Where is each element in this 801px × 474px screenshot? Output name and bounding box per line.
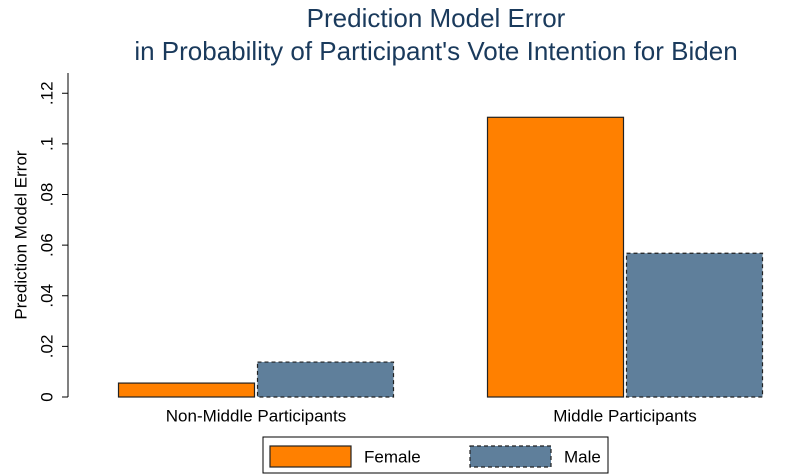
y-tick-label: .06: [37, 233, 56, 257]
x-tick-label: Middle Participants: [553, 406, 697, 425]
legend-label: Male: [564, 447, 601, 466]
legend-label: Female: [364, 447, 421, 466]
y-tick-label: .12: [37, 81, 56, 105]
bar: [256, 361, 395, 398]
y-tick-label: .02: [37, 335, 56, 359]
chart-title: Prediction Model Error: [307, 3, 566, 33]
legend-swatch: [269, 445, 352, 468]
x-tick-label: Non-Middle Participants: [166, 406, 346, 425]
y-axis-label: Prediction Model Error: [11, 150, 30, 319]
y-tick-label: .1: [37, 137, 56, 151]
bar: [625, 252, 764, 398]
y-tick-label: .08: [37, 183, 56, 207]
bar: [486, 116, 625, 398]
legend-swatch: [469, 445, 552, 468]
bar: [117, 382, 256, 398]
chart-title: in Probability of Participant's Vote Int…: [134, 36, 737, 66]
y-tick-label: 0: [37, 392, 56, 401]
y-tick-label: .04: [37, 284, 56, 308]
